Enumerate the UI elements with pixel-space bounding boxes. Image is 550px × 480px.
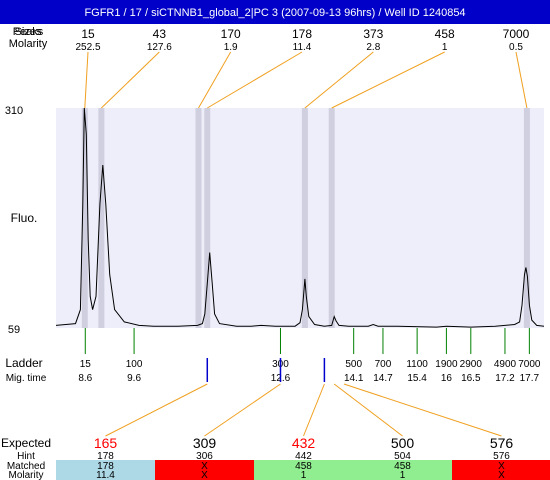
peak-molarity: 1.9 — [224, 42, 238, 53]
matched-value: 458 — [295, 461, 312, 472]
peak-size: 458 — [435, 27, 455, 41]
ladder-time: 14.7 — [373, 373, 393, 384]
expected-size: 500 — [391, 435, 415, 451]
ladder-label: Ladder — [5, 356, 42, 370]
matched-label: Matched — [7, 461, 45, 472]
peak-size: 15 — [81, 27, 95, 41]
hint-value: 306 — [196, 451, 213, 462]
ladder-size: 4900 — [494, 359, 517, 370]
peak-size: 373 — [363, 27, 383, 41]
y-axis-label: Fluo. — [11, 211, 38, 225]
ladder-size: 1900 — [435, 359, 458, 370]
title-bar — [0, 0, 550, 24]
ladder-time: 9.6 — [127, 373, 141, 384]
peak-connector — [198, 51, 232, 109]
expected-size: 576 — [490, 435, 514, 451]
matched-value: 178 — [97, 461, 114, 472]
match-cell — [155, 460, 254, 480]
peak-molarity: 2.8 — [366, 42, 380, 53]
match-cell — [452, 460, 550, 480]
hint-value: 442 — [295, 451, 312, 462]
peak-connector — [331, 51, 445, 109]
peak-size: 7000 — [503, 27, 530, 41]
ladder-time: 15.4 — [407, 373, 427, 384]
y-tick-top: 310 — [5, 105, 23, 117]
peak-connector — [207, 51, 303, 109]
hint-label: Hint — [17, 451, 35, 462]
peak-molarity: 0.5 — [509, 42, 523, 53]
matched-molarity: 1 — [301, 470, 307, 480]
peak-size: 43 — [153, 27, 167, 41]
peak-molarity: 127.6 — [147, 42, 172, 53]
sizes-label: Sizes — [15, 26, 42, 38]
ladder-time: 16 — [441, 373, 453, 384]
fluorescence-trace — [55, 107, 545, 328]
matched-molarity: X — [498, 470, 505, 480]
peak-band — [98, 108, 105, 328]
expected-size: 432 — [292, 435, 316, 451]
expected-size: 309 — [193, 435, 217, 451]
peak-connector — [304, 51, 374, 109]
expected-connector — [343, 383, 502, 437]
ladder-size: 2900 — [460, 359, 483, 370]
peak-band — [81, 108, 88, 328]
matched-value: 458 — [394, 461, 411, 472]
peak-molarity: 11.4 — [293, 42, 312, 53]
expected-size: 165 — [94, 435, 118, 451]
matched-value: X — [201, 461, 208, 472]
molarity-row-label: Molarity — [8, 470, 43, 480]
molarity-header-label: Molarity — [9, 38, 48, 50]
matched-molarity: X — [201, 470, 208, 480]
match-cell — [56, 460, 155, 480]
expected-connector — [333, 383, 403, 437]
plot-area — [56, 108, 544, 328]
peak-band — [195, 108, 202, 328]
peak-connector — [84, 51, 89, 109]
ladder-size: 500 — [345, 359, 362, 370]
ladder-time: 8.6 — [78, 373, 92, 384]
expected-label: Expected — [1, 436, 51, 450]
ladder-time: 16.5 — [461, 373, 481, 384]
peaks-label: Peaks — [13, 26, 44, 38]
ladder-size: 1100 — [406, 359, 428, 370]
hint-value: 178 — [97, 451, 114, 462]
ladder-time: 14.1 — [344, 373, 364, 384]
hint-value: 504 — [394, 451, 411, 462]
peak-band — [204, 108, 211, 328]
matched-molarity: 1 — [400, 470, 406, 480]
expected-connector — [204, 383, 281, 437]
ladder-size: 700 — [375, 359, 392, 370]
peak-molarity: 252.5 — [75, 42, 100, 53]
peak-connector — [101, 51, 160, 109]
ladder-size: 15 — [80, 359, 92, 370]
hint-value: 576 — [493, 451, 510, 462]
matched-value: X — [498, 461, 505, 472]
chart-title: FGFR1 / 17 / siCTNNB1_global_2|PC 3 (200… — [84, 7, 465, 19]
mig-time-label: Mig. time — [6, 373, 47, 384]
peak-molarity: 1 — [442, 42, 448, 53]
y-tick-bottom: 59 — [8, 324, 20, 336]
peak-band — [523, 108, 530, 328]
matched-molarity: 11.4 — [96, 470, 115, 480]
peak-size: 170 — [221, 27, 241, 41]
ladder-size: 100 — [126, 359, 143, 370]
peak-size: 178 — [292, 27, 312, 41]
peak-band — [328, 108, 335, 328]
expected-connector — [303, 383, 325, 437]
ladder-size: 7000 — [518, 359, 541, 370]
peak-connector — [515, 51, 528, 109]
peak-band — [301, 108, 308, 328]
expected-connector — [105, 383, 208, 437]
match-cell — [353, 460, 452, 480]
match-cell — [254, 460, 353, 480]
ladder-time: 17.7 — [520, 373, 540, 384]
ladder-time: 17.2 — [495, 373, 515, 384]
